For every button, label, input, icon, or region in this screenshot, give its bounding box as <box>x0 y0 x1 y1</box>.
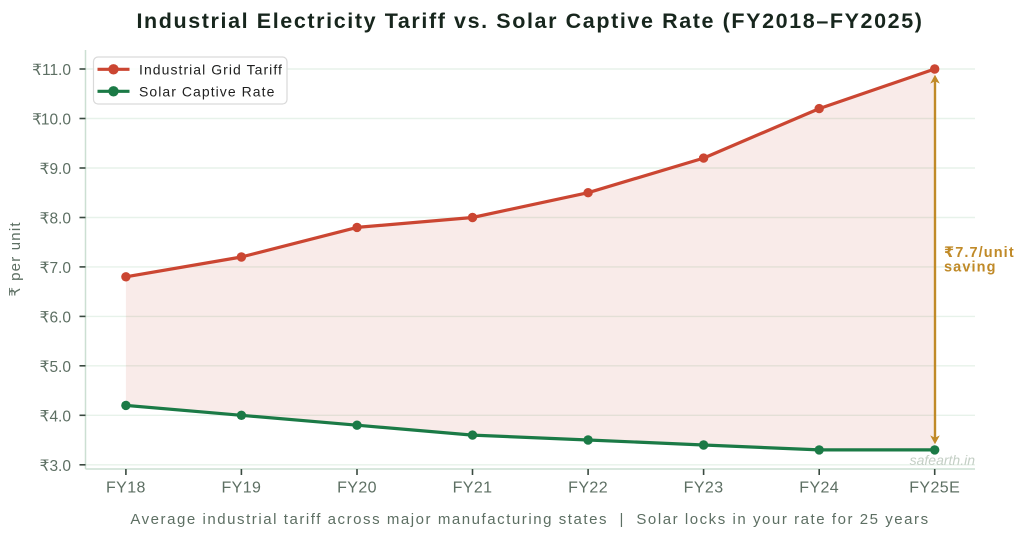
svg-text:saving: saving <box>944 260 997 276</box>
svg-text:FY18: FY18 <box>106 480 146 497</box>
svg-text:FY20: FY20 <box>337 480 377 497</box>
svg-text:4.0: 4.0 <box>49 408 71 425</box>
svg-text:Average industrial tariff acro: Average industrial tariff across major m… <box>130 511 929 528</box>
svg-text:9.0: 9.0 <box>49 161 71 178</box>
svg-text:10.0: 10.0 <box>41 112 72 129</box>
svg-text:safearth.in: safearth.in <box>910 452 976 468</box>
svg-text:7.7/unit: 7.7/unit <box>955 245 1015 261</box>
svg-text:6.0: 6.0 <box>49 309 71 326</box>
svg-text:8.0: 8.0 <box>49 211 71 228</box>
svg-text:FY19: FY19 <box>221 480 261 497</box>
svg-text:5.0: 5.0 <box>49 359 71 376</box>
svg-text:FY22: FY22 <box>568 480 608 497</box>
svg-text:7.0: 7.0 <box>49 260 71 277</box>
svg-text:Industrial Electricity Tariff: Industrial Electricity Tariff vs. Solar … <box>136 9 923 33</box>
svg-text:Solar Captive Rate: Solar Captive Rate <box>139 83 275 99</box>
svg-text:FY23: FY23 <box>684 480 724 497</box>
svg-text:per unit: per unit <box>7 221 24 281</box>
svg-text:FY25E: FY25E <box>909 480 960 497</box>
svg-text:FY21: FY21 <box>453 480 493 497</box>
svg-text:Industrial Grid Tariff: Industrial Grid Tariff <box>139 61 283 77</box>
svg-text:FY24: FY24 <box>799 480 839 497</box>
svg-text:11.0: 11.0 <box>42 62 71 79</box>
svg-text:3.0: 3.0 <box>49 458 71 475</box>
